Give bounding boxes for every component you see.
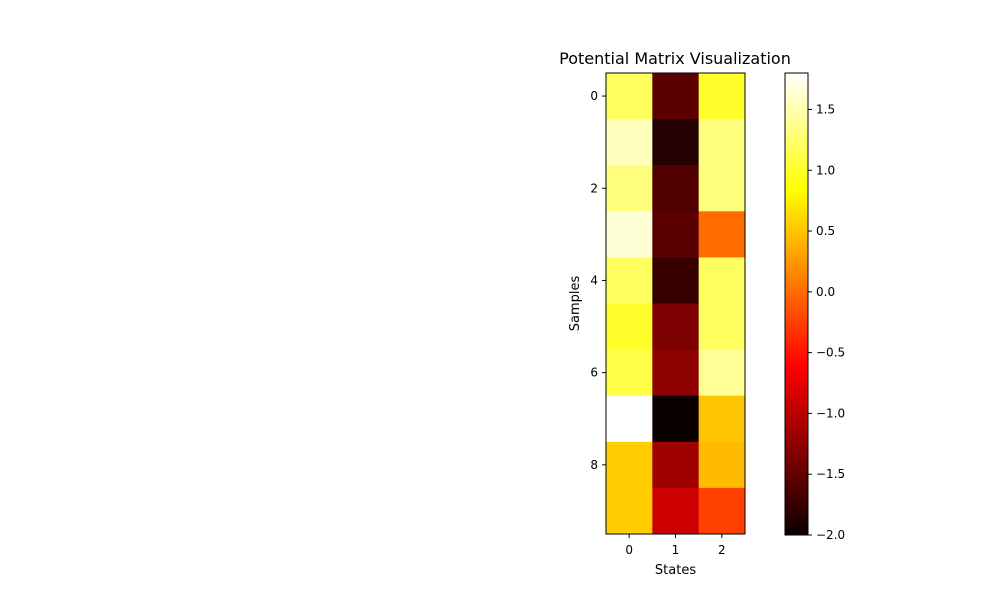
heatmap-cell bbox=[606, 487, 653, 535]
heatmap-cell bbox=[652, 487, 700, 535]
colorbar bbox=[784, 72, 809, 536]
heatmap-cell bbox=[652, 73, 700, 120]
heatmap-cell bbox=[698, 211, 746, 258]
heatmap-cell bbox=[698, 303, 746, 351]
colorbar-ticks: −2.0 −1.5 −1.0 −0.5 0.0 0.5 1.0 1.5 bbox=[808, 102, 845, 542]
heatmap-cell bbox=[652, 349, 700, 397]
heatmap-cell bbox=[698, 441, 746, 489]
heatmap-cell bbox=[652, 257, 700, 304]
heatmap-cells bbox=[606, 73, 746, 535]
heatmap-cell bbox=[698, 487, 746, 535]
y-tick-label: 6 bbox=[590, 366, 598, 380]
heatmap-cell bbox=[698, 349, 746, 397]
y-axis-ticks: 0 2 4 6 8 bbox=[590, 89, 606, 472]
heatmap-cell bbox=[698, 395, 746, 443]
y-tick-label: 2 bbox=[590, 181, 598, 195]
y-tick-label: 8 bbox=[590, 458, 598, 472]
x-tick-label: 2 bbox=[718, 543, 726, 557]
heatmap-cell bbox=[652, 395, 700, 443]
x-tick-label: 0 bbox=[625, 543, 633, 557]
heatmap-cell bbox=[652, 165, 700, 212]
heatmap-cell bbox=[606, 73, 653, 120]
heatmap-cell bbox=[606, 257, 653, 304]
colorbar-tick-label: 1.0 bbox=[816, 163, 835, 177]
heatmap-cell bbox=[652, 119, 700, 166]
heatmap-cell bbox=[652, 441, 700, 489]
colorbar-tick-label: 1.5 bbox=[816, 102, 835, 116]
colorbar-tick-label: −1.0 bbox=[816, 406, 845, 420]
colorbar-tick-label: −2.0 bbox=[816, 528, 845, 542]
colorbar-tick-label: −1.5 bbox=[816, 467, 845, 481]
heatmap-cell bbox=[698, 119, 746, 166]
y-tick-label: 4 bbox=[590, 273, 598, 287]
heatmap-cell bbox=[698, 73, 746, 120]
x-tick-label: 1 bbox=[672, 543, 680, 557]
y-axis-label: Samples bbox=[568, 276, 583, 332]
colorbar-tick-label: 0.5 bbox=[816, 224, 835, 238]
heatmap-cell bbox=[698, 257, 746, 304]
chart-title: Potential Matrix Visualization bbox=[559, 49, 791, 68]
x-axis-ticks: 0 1 2 bbox=[625, 534, 726, 557]
heatmap-cell bbox=[698, 165, 746, 212]
heatmap-cell bbox=[606, 211, 653, 258]
heatmap-cell bbox=[606, 303, 653, 351]
colorbar-tick-label: −0.5 bbox=[816, 346, 845, 360]
colorbar-tick-label: 0.0 bbox=[816, 285, 835, 299]
heatmap-cell bbox=[606, 119, 653, 166]
x-axis-label: States bbox=[655, 563, 696, 578]
heatmap-cell bbox=[606, 165, 653, 212]
heatmap-cell bbox=[606, 395, 653, 443]
heatmap-cell bbox=[606, 441, 653, 489]
heatmap-cell bbox=[652, 303, 700, 351]
heatmap-cell bbox=[652, 211, 700, 258]
y-tick-label: 0 bbox=[590, 89, 598, 103]
heatmap-cell bbox=[606, 349, 653, 397]
